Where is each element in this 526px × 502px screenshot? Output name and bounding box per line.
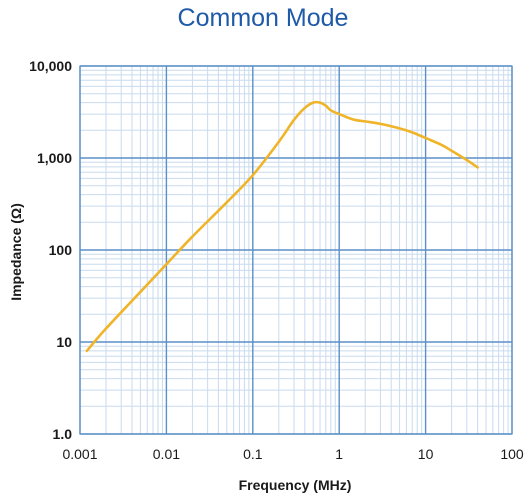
series-layer bbox=[85, 100, 479, 353]
x-tick-label: 10 bbox=[418, 446, 434, 462]
x-tick-label: 1 bbox=[335, 446, 343, 462]
x-tick-label: 0.001 bbox=[62, 446, 97, 462]
y-tick-label: 10,000 bbox=[29, 58, 72, 74]
major-grid bbox=[79, 65, 513, 435]
y-tick-label: 1.0 bbox=[53, 426, 73, 442]
tick-labels: 0.001 0.01 0.1 1 10 100 1.0 10 100 1,000 10,000 bbox=[29, 58, 524, 462]
x-axis-label: Frequency (MHz) bbox=[239, 477, 352, 493]
y-tick-label: 10 bbox=[56, 334, 72, 350]
y-axis-label: Impedance (Ω) bbox=[8, 203, 24, 301]
plot-frame bbox=[79, 65, 513, 435]
x-tick-label: 0.01 bbox=[153, 446, 180, 462]
x-tick-label: 100 bbox=[500, 446, 524, 462]
chart-title: Common Mode bbox=[177, 4, 349, 32]
x-tick-label: 0.1 bbox=[243, 446, 263, 462]
impedance-series-line bbox=[85, 100, 479, 353]
y-tick-label: 1,000 bbox=[37, 150, 72, 166]
y-tick-label: 100 bbox=[49, 242, 73, 258]
